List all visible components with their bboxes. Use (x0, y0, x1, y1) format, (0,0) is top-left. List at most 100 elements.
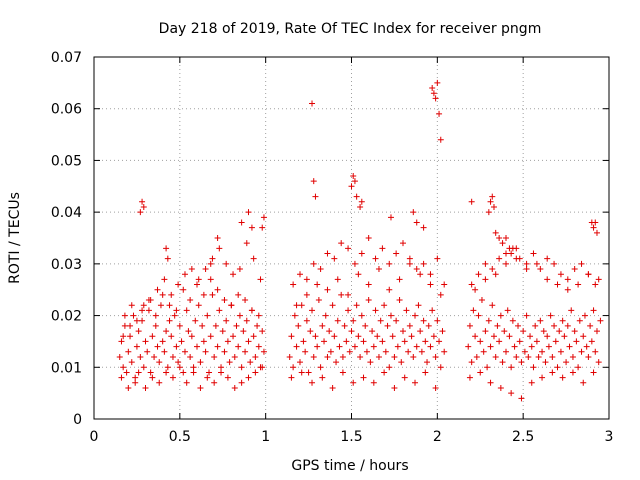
data-point (173, 343, 180, 350)
data-point (422, 369, 429, 376)
data-point (243, 317, 250, 324)
data-point (503, 235, 509, 241)
data-point (557, 271, 564, 278)
data-point (590, 369, 597, 376)
data-point (142, 384, 149, 391)
data-point (137, 209, 144, 216)
data-point (288, 333, 295, 340)
data-point (530, 364, 537, 371)
data-point (566, 343, 573, 350)
data-point (595, 359, 602, 366)
data-point (417, 271, 424, 278)
data-point (549, 369, 556, 376)
data-point (252, 369, 259, 376)
x-tick-label: 1 (261, 429, 270, 445)
data-point (121, 312, 128, 319)
data-point (154, 343, 161, 350)
data-point (350, 317, 357, 324)
data-point (175, 359, 182, 366)
data-point (497, 384, 504, 391)
data-point (513, 353, 520, 360)
data-point (339, 369, 346, 376)
data-point (477, 369, 484, 376)
data-point (508, 364, 515, 371)
data-point (363, 348, 370, 355)
data-point (597, 317, 604, 324)
data-point (133, 317, 140, 324)
data-point (430, 90, 437, 97)
data-point (242, 297, 249, 304)
data-point (490, 203, 497, 210)
data-point (312, 333, 319, 340)
data-point (401, 338, 408, 345)
data-point (434, 255, 441, 262)
data-point (492, 353, 499, 360)
data-point (137, 353, 144, 360)
data-point (194, 343, 200, 350)
data-point (252, 353, 259, 360)
data-point (379, 245, 386, 252)
data-point (494, 322, 501, 329)
data-point (345, 291, 352, 298)
data-point (355, 333, 362, 340)
data-point (547, 312, 554, 319)
data-point (242, 348, 249, 355)
data-point (386, 364, 393, 371)
data-point (590, 224, 597, 231)
data-point (360, 374, 367, 381)
data-point (593, 229, 600, 236)
data-point (569, 369, 576, 376)
data-point (200, 291, 207, 298)
data-point (588, 338, 595, 345)
data-point (334, 317, 341, 324)
data-point (331, 333, 338, 340)
data-point (135, 328, 142, 335)
data-point (226, 359, 233, 366)
data-point (585, 353, 592, 360)
data-point (260, 348, 267, 355)
data-point (346, 348, 353, 355)
data-point (286, 353, 293, 360)
data-point (436, 338, 443, 345)
data-point (348, 328, 355, 335)
data-point (130, 312, 137, 319)
data-point (532, 322, 539, 329)
data-point (357, 353, 364, 360)
data-point (441, 281, 448, 288)
data-point (412, 379, 419, 386)
data-point (250, 333, 257, 340)
data-point (164, 364, 171, 371)
data-point (195, 302, 202, 309)
data-point (303, 291, 310, 298)
data-point (181, 348, 188, 355)
data-point (580, 379, 587, 386)
data-point (173, 307, 180, 314)
data-point (163, 328, 170, 335)
data-point (508, 390, 515, 397)
data-point (425, 322, 432, 329)
data-point (204, 374, 211, 381)
data-point (238, 219, 245, 226)
data-point (427, 271, 434, 278)
data-point (118, 374, 125, 381)
data-point (207, 260, 214, 267)
data-point (437, 364, 444, 371)
data-point (475, 312, 482, 319)
data-point (525, 353, 532, 360)
data-point (338, 291, 345, 298)
data-point (139, 198, 146, 205)
data-point (509, 317, 516, 324)
data-point (403, 307, 410, 314)
data-point (504, 307, 511, 314)
y-tick-label: 0.01 (51, 360, 82, 376)
data-point (327, 348, 334, 355)
data-point (324, 353, 331, 360)
data-point (230, 333, 237, 340)
data-point (581, 312, 588, 319)
data-point (152, 312, 159, 319)
data-point (482, 276, 489, 283)
data-point (540, 328, 547, 335)
data-point (139, 317, 146, 324)
data-point (183, 307, 190, 314)
